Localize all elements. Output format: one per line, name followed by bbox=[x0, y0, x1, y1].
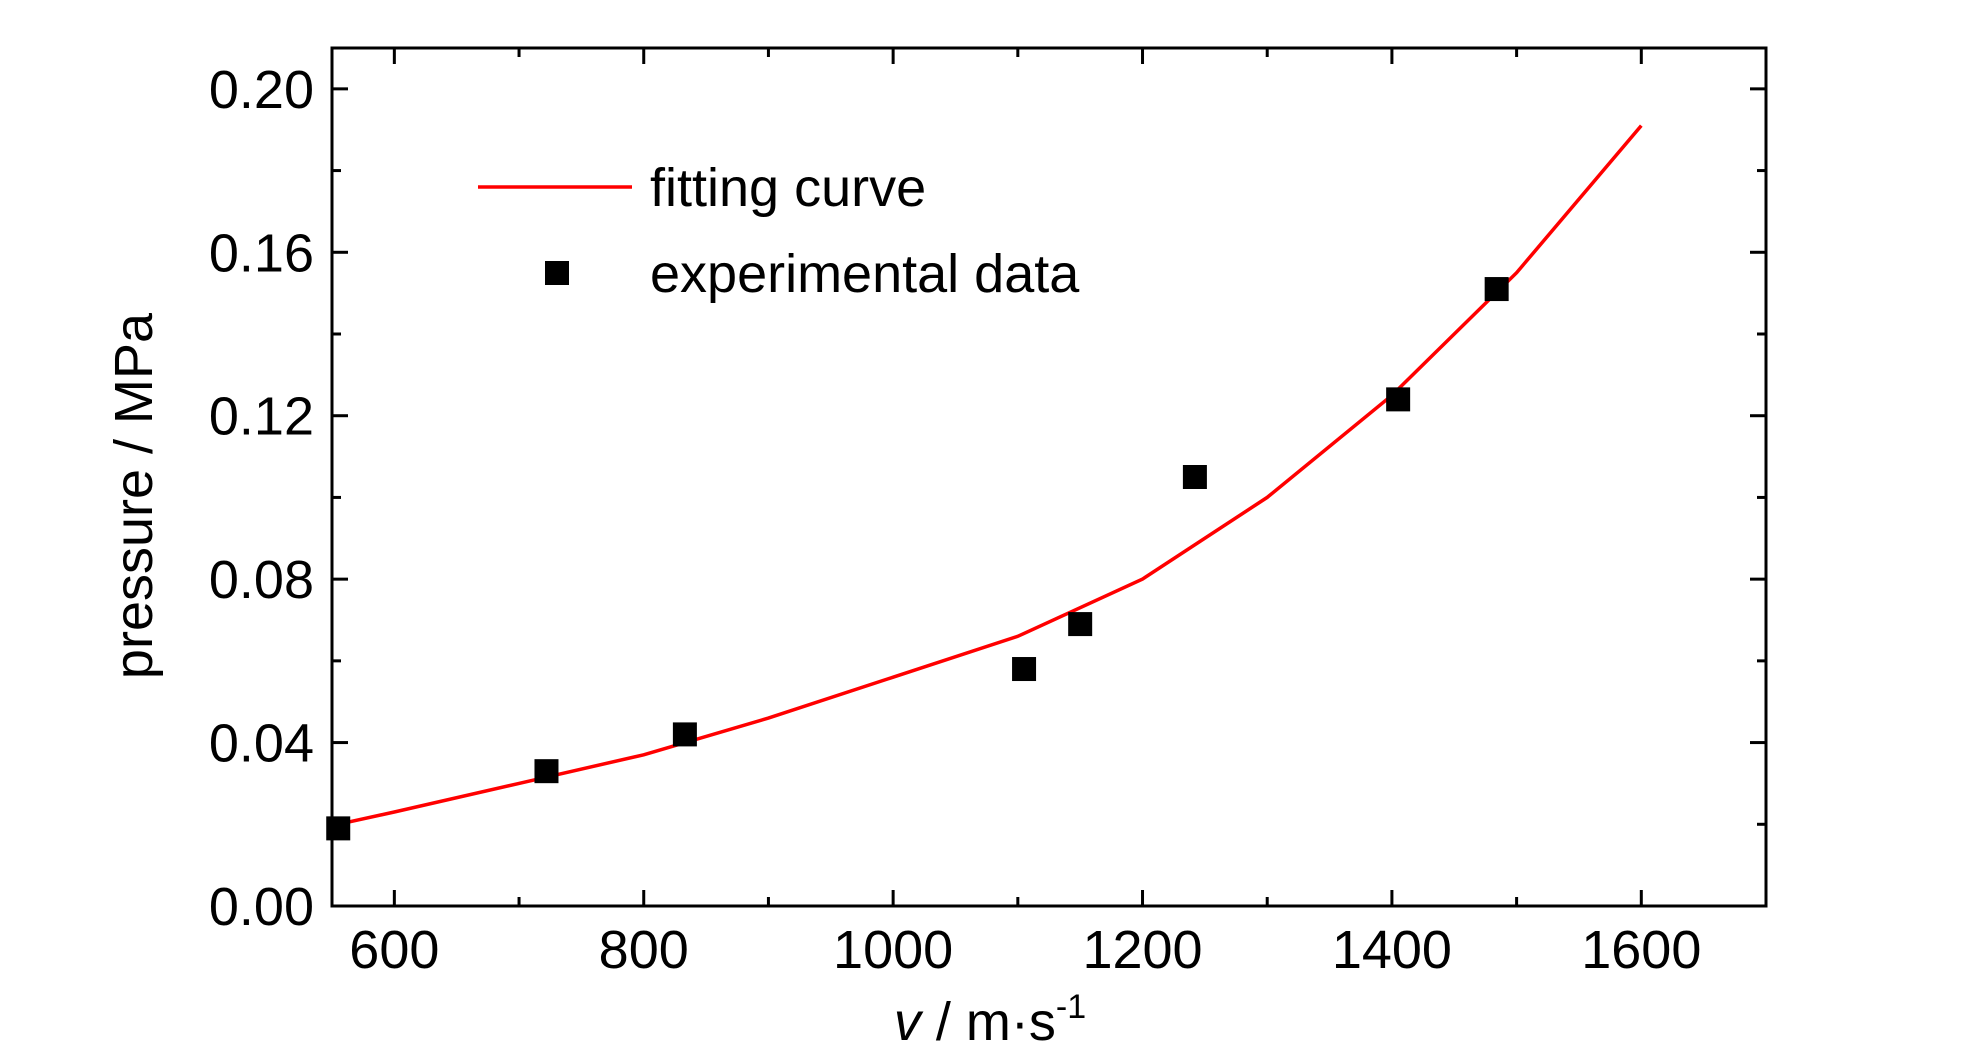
y-tick-label: 0.08 bbox=[209, 550, 314, 610]
data-point bbox=[326, 816, 351, 841]
legend-fitting-curve-label: fitting curve bbox=[650, 158, 926, 218]
data-point bbox=[1386, 387, 1411, 412]
y-tick-label: 0.16 bbox=[209, 223, 314, 283]
x-tick-label: 1000 bbox=[833, 920, 953, 980]
data-points bbox=[326, 277, 1509, 841]
y-tick-label: 0.04 bbox=[209, 714, 314, 774]
x-tick-labels: 600 800 1000 1200 1400 1600 bbox=[349, 920, 1701, 980]
x-tick-label: 800 bbox=[599, 920, 689, 980]
x-tick-label: 600 bbox=[349, 920, 439, 980]
data-point bbox=[1182, 465, 1207, 489]
x-axis-label: v / m·s-1 bbox=[894, 988, 1086, 1052]
y-tick-labels: 0.00 0.04 0.08 0.12 0.16 0.20 bbox=[209, 60, 314, 937]
plot-frame bbox=[330, 46, 1768, 908]
data-point bbox=[1012, 657, 1037, 682]
y-tick-label: 0.00 bbox=[209, 877, 314, 937]
legend-experimental-data-label: experimental data bbox=[650, 244, 1080, 304]
data-point bbox=[534, 759, 559, 784]
data-point bbox=[1068, 612, 1093, 637]
x-tick-label: 1400 bbox=[1332, 920, 1452, 980]
data-point bbox=[1484, 277, 1509, 302]
legend: fitting curve experimental data bbox=[478, 158, 1080, 304]
data-point bbox=[672, 722, 697, 747]
legend-experimental-data-swatch bbox=[545, 261, 569, 285]
y-tick-label: 0.12 bbox=[209, 387, 314, 447]
y-axis-label: pressure / MPa bbox=[104, 312, 164, 679]
x-tick-label: 1600 bbox=[1581, 920, 1701, 980]
fitting-curve-line bbox=[337, 124, 1643, 827]
x-tick-label: 1200 bbox=[1082, 920, 1202, 980]
y-tick-label: 0.20 bbox=[209, 60, 314, 120]
